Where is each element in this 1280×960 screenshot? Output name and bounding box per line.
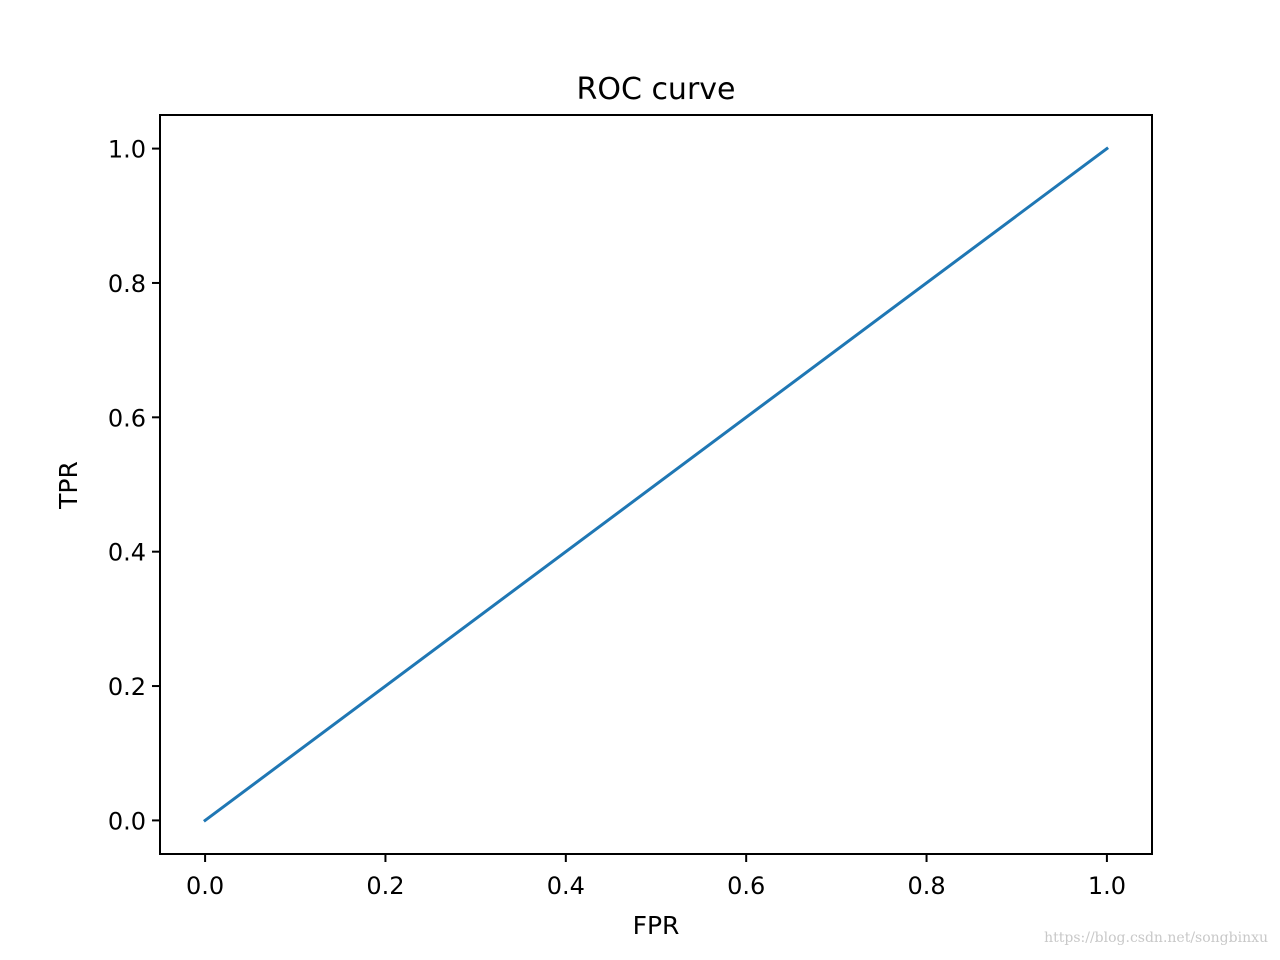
watermark: https://blog.csdn.net/songbinxu	[1044, 930, 1268, 946]
y-tick-label: 0.2	[108, 673, 146, 701]
axes-frame	[159, 114, 1153, 855]
x-tick-label: 0.4	[547, 872, 585, 900]
y-tick-label: 0.4	[108, 539, 146, 567]
x-tick-label: 0.8	[907, 872, 945, 900]
x-tick-label: 0.2	[366, 872, 404, 900]
x-tick-label: 0.6	[727, 872, 765, 900]
chart-title: ROC curve	[577, 72, 736, 107]
plot-area	[203, 146, 1109, 823]
y-tick-label: 0.0	[108, 807, 146, 835]
y-axis-label: TPR	[54, 461, 83, 510]
y-tick-label: 1.0	[108, 136, 146, 164]
y-tick-label: 0.8	[108, 270, 146, 298]
x-axis: 0.0 0.2 0.4 0.6 0.8 1.0	[186, 854, 1126, 900]
roc-line	[203, 146, 1109, 823]
y-tick-label: 0.6	[108, 404, 146, 432]
x-tick-label: 1.0	[1088, 872, 1126, 900]
x-tick-label: 0.0	[186, 872, 224, 900]
y-axis: 0.0 0.2 0.4 0.6 0.8 1.0	[108, 136, 160, 835]
x-axis-label: FPR	[633, 911, 680, 940]
